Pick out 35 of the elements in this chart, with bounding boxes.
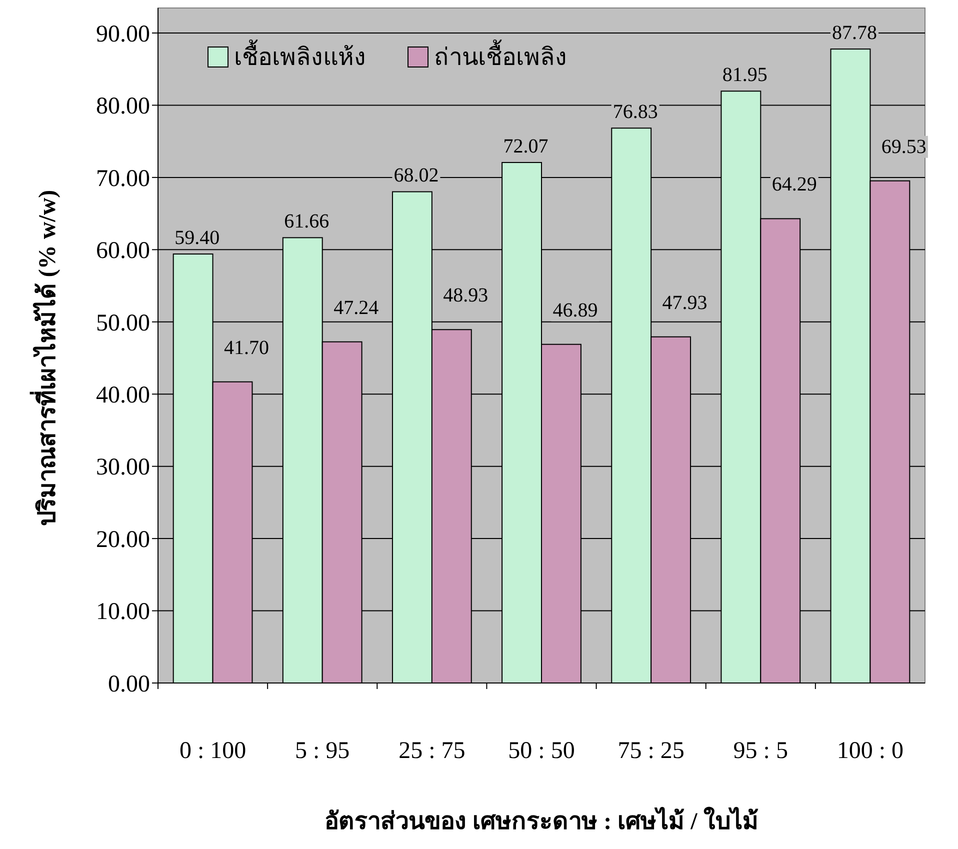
data-label: 48.93 [443, 284, 488, 307]
data-label: 72.07 [503, 135, 548, 158]
x-tick-label: 0 : 100 [179, 738, 246, 764]
data-label: 47.24 [334, 296, 379, 319]
x-tick-label: 100 : 0 [836, 738, 904, 764]
data-label: 81.95 [722, 64, 768, 86]
data-label: 59.40 [174, 227, 220, 249]
legend-label: เชื้อเพลิงแห้ง [234, 39, 366, 71]
y-tick-label: 0.00 [108, 671, 150, 698]
data-label: 64.29 [772, 174, 817, 196]
data-label: 69.53 [881, 136, 926, 158]
x-tick-label: 25 : 75 [398, 738, 466, 764]
y-tick-label: 30.00 [96, 454, 150, 481]
data-label: 46.89 [552, 299, 598, 322]
x-tick-label: 75 : 25 [618, 738, 684, 764]
y-axis-title: ปริมาณสารที่เผาไหม้ได้ (% w/w) [29, 190, 61, 526]
x-tick-label: 50 : 50 [508, 738, 575, 764]
x-axis-title: อัตราส่วนของ เศษกระดาษ : เศษไม้ / ใบไม้ [324, 806, 758, 835]
data-label: 87.78 [832, 22, 877, 44]
data-label: 76.83 [612, 101, 658, 124]
y-tick-label: 90.00 [96, 21, 150, 48]
y-tick-label: 50.00 [96, 310, 150, 336]
data-label: 41.70 [224, 336, 270, 359]
y-tick-label: 60.00 [96, 238, 150, 264]
x-tick-label: 5 : 95 [295, 738, 350, 764]
legend-label: ถ่านเชื้อเพลิง [434, 39, 567, 71]
data-label: 47.93 [662, 292, 708, 314]
y-tick-label: 10.00 [96, 599, 150, 626]
y-tick-label: 20.00 [96, 526, 150, 553]
x-tick-label: 95 : 5 [733, 738, 788, 764]
y-tick-label: 40.00 [96, 382, 150, 409]
y-tick-label: 70.00 [96, 166, 150, 192]
data-label: 61.66 [284, 210, 330, 233]
data-label: 68.02 [394, 164, 439, 187]
y-tick-label: 80.00 [96, 94, 150, 120]
